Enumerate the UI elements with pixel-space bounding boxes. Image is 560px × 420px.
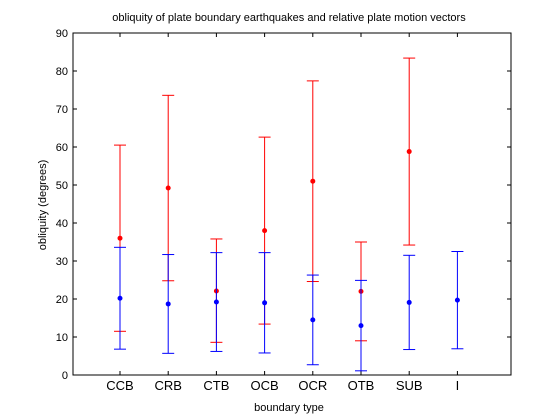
- y-tick-label: 10: [56, 332, 68, 344]
- x-tick-label: SUB: [396, 378, 423, 393]
- data-point: [165, 301, 171, 307]
- series-1: [114, 246, 464, 372]
- y-tick-label: 0: [62, 370, 68, 382]
- chart-title: obliquity of plate boundary earthquakes …: [112, 12, 466, 24]
- y-tick-label: 40: [56, 218, 68, 230]
- y-tick-label: 80: [56, 66, 68, 78]
- data-point: [262, 300, 268, 306]
- data-point: [454, 297, 460, 303]
- y-tick-label: 70: [56, 104, 68, 116]
- x-axis-label: boundary type: [254, 402, 324, 414]
- data-point: [165, 185, 171, 191]
- data-point: [406, 299, 412, 305]
- x-tick-label: OCR: [298, 378, 327, 393]
- data-point: [310, 178, 316, 184]
- x-tick-label: OCB: [251, 378, 279, 393]
- y-tick-label: 50: [56, 180, 68, 192]
- series-layer: [114, 57, 464, 372]
- data-point: [262, 228, 268, 234]
- data-point: [213, 299, 219, 305]
- x-tick-label: CTB: [203, 378, 229, 393]
- axis-ticks: 0 10 20 30 40 50 60 70 80 90 CCB CRB CTB OCB OCR OTB SUB…: [56, 28, 511, 393]
- x-tick-label: I: [456, 378, 460, 393]
- y-tick-label: 60: [56, 142, 68, 154]
- y-tick-label: 20: [56, 294, 68, 306]
- data-point: [117, 235, 123, 241]
- x-tick-label: OTB: [348, 378, 375, 393]
- data-point: [117, 295, 123, 301]
- y-tick-label: 90: [56, 28, 68, 40]
- y-axis-label: obliquity (degrees): [37, 160, 49, 251]
- data-point: [310, 317, 316, 323]
- y-tick-label: 30: [56, 256, 68, 268]
- data-point: [406, 149, 412, 155]
- x-tick-label: CCB: [106, 378, 133, 393]
- x-tick-label: CRB: [154, 378, 181, 393]
- data-point: [358, 323, 364, 329]
- plot-area: [72, 32, 512, 376]
